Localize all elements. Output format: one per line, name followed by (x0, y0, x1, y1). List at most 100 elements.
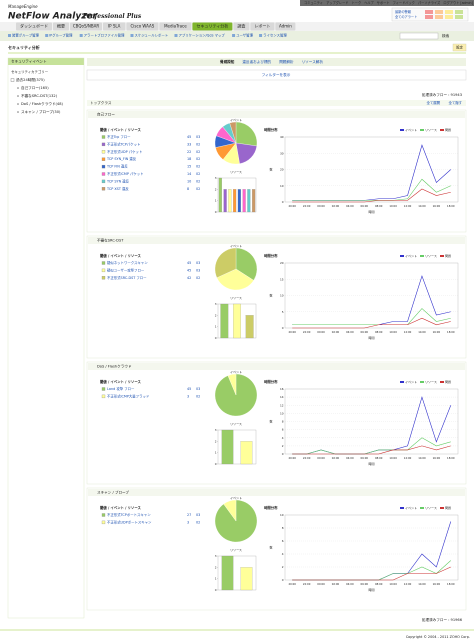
nav-tab[interactable] (192, 22, 233, 31)
settings-label[interactable]: 設定 (456, 45, 463, 50)
nav-tab-label[interactable]: MediaTrace (164, 24, 187, 29)
top-link[interactable]: アップグレード (326, 0, 348, 5)
event-resources[interactable]: 03 (196, 135, 200, 139)
nav-tab[interactable] (16, 22, 52, 31)
toolbar-item[interactable]: スケジュールレポート (134, 33, 168, 38)
event-count[interactable]: 22 (187, 150, 191, 154)
sidebar-item[interactable]: 自己フロー(165) (21, 85, 49, 90)
event-count[interactable]: 27 (187, 513, 191, 517)
event-name[interactable]: 不正形式TCPパケット (107, 141, 140, 146)
event-resources[interactable]: 02 (196, 157, 200, 161)
alarm-label[interactable]: 最新の警報 (395, 9, 412, 14)
expand-all[interactable]: 全て展開 (426, 100, 440, 105)
main-tab[interactable]: 違反者および標的 (242, 59, 271, 64)
event-name[interactable]: 不正形式ICMP パケット (107, 171, 144, 176)
event-count[interactable]: 18 (187, 157, 191, 161)
sidebar-period[interactable]: 過去24時間(375) (16, 77, 45, 82)
event-count[interactable]: 42 (187, 276, 191, 280)
filter-link[interactable]: フィルターを表示 (262, 72, 291, 77)
event-resources[interactable]: 02 (196, 276, 200, 280)
sidebar-item[interactable]: DoS / Flashクラウド(48) (21, 101, 64, 106)
event-resources[interactable]: 02 (196, 179, 200, 183)
event-count[interactable]: 8 (187, 187, 189, 191)
nav-tab-label[interactable]: セキュリティ分析 (197, 23, 229, 29)
event-resources[interactable]: 02 (196, 142, 200, 146)
top-link[interactable]: フィードバック (393, 0, 415, 5)
event-resources[interactable]: 02 (196, 187, 200, 191)
alarm-label[interactable]: 全てのアラート (395, 14, 417, 19)
nav-tab-label[interactable]: Cisco WAAS (131, 24, 155, 29)
event-name[interactable]: 不正形式UDP パケット (107, 149, 142, 154)
toolbar-item[interactable]: IPグループ管理 (49, 33, 73, 38)
toolbar-item[interactable]: 装置グループ管理 (12, 33, 40, 38)
nav-tab[interactable] (250, 22, 275, 31)
event-resources[interactable]: 02 (196, 172, 200, 176)
toolbar-item[interactable]: ユーザ管理 (236, 33, 253, 38)
event-resources[interactable]: 02 (196, 394, 200, 398)
toolbar-item[interactable]: アラートプロファイル管理 (84, 33, 125, 38)
event-count[interactable]: 15 (187, 165, 191, 169)
event-count[interactable]: 14 (187, 172, 191, 176)
event-name[interactable]: TCP FIN 違反 (106, 164, 128, 169)
sidebar-sub: セキュリティカテゴリー (11, 69, 49, 74)
event-name[interactable]: TCP SYN 違反 (106, 178, 130, 183)
event-name[interactable]: Land 攻撃 フロー (107, 386, 135, 391)
nav-tab[interactable] (159, 22, 192, 31)
event-count[interactable]: 45 (187, 268, 191, 272)
event-name[interactable]: 疑似ユーザー攻撃フロー (107, 267, 145, 272)
event-count[interactable]: 3 (187, 394, 189, 398)
event-count[interactable]: 33 (187, 142, 191, 146)
nav-tab[interactable] (275, 22, 296, 31)
top-link[interactable]: トーク (352, 0, 362, 5)
nav-tab-label[interactable]: 概要 (57, 23, 65, 29)
top-link[interactable]: パーソナライズ (418, 0, 441, 5)
settings-button[interactable] (452, 43, 467, 52)
top-link[interactable]: サポート (377, 0, 390, 5)
event-resources[interactable]: 03 (196, 261, 200, 265)
search-label[interactable]: 検索 (442, 33, 450, 38)
event-name[interactable]: TCP SYN_FIN 違反 (106, 156, 137, 161)
nav-tab[interactable] (233, 22, 250, 31)
collapse-all[interactable]: 全て隠す (448, 100, 462, 105)
event-count[interactable]: 3 (187, 520, 189, 524)
nav-tab[interactable] (126, 22, 159, 31)
nav-tab-label[interactable]: Admin (279, 24, 292, 29)
event-name[interactable]: 不正Tcp フロー (107, 134, 131, 139)
main-tab[interactable]: リソース解析 (302, 59, 324, 64)
main-tab[interactable]: 問題解析 (279, 59, 294, 64)
sidebar-item[interactable]: 不審なSRC-DST(132) (21, 93, 58, 98)
nav-tab-label[interactable]: ダッシュボード (20, 23, 48, 29)
nav-tab-label[interactable]: CBQoS/NBAR (73, 24, 99, 29)
event-name[interactable]: 不正形式ICMP大量フラッド (107, 393, 149, 398)
event-resources[interactable]: 03 (196, 387, 200, 391)
event-resources[interactable]: 02 (196, 520, 200, 524)
nav-tab[interactable] (53, 22, 69, 31)
event-count[interactable]: 45 (187, 261, 191, 265)
legend-swatch (400, 129, 404, 131)
sidebar-item[interactable]: スキャン / プローブ(30) (21, 109, 61, 114)
event-name[interactable]: 疑似ネットワークスキャン (107, 260, 148, 265)
event-name[interactable]: 不正形式TCPポートスキャン (107, 512, 151, 517)
nav-tab-label[interactable]: レポート (254, 23, 270, 29)
search-box[interactable] (399, 32, 439, 40)
event-count[interactable]: 45 (187, 387, 191, 391)
top-link[interactable]: コミュニティ (304, 0, 323, 5)
toolbar-item[interactable]: アプリケーション/QoS マップ (178, 33, 225, 38)
main-tab[interactable]: 脅威探知 (219, 59, 235, 64)
nav-tab[interactable] (70, 22, 102, 31)
event-resources[interactable]: 03 (196, 513, 200, 517)
event-name[interactable]: TCP XST 違反 (106, 186, 129, 191)
event-resources[interactable]: 02 (196, 150, 200, 154)
nav-tab[interactable] (103, 22, 126, 31)
event-resources[interactable]: 03 (196, 268, 200, 272)
toolbar-item[interactable]: ライセンス管理 (263, 33, 287, 38)
top-link[interactable]: ログアウト [admin] (443, 0, 472, 5)
event-name[interactable]: 不正形式UDPポートスキャン (107, 519, 152, 524)
top-link[interactable]: ヘルプ (364, 0, 374, 5)
event-count[interactable]: 10 (187, 179, 191, 183)
nav-tab-label[interactable]: 調査 (237, 23, 245, 29)
nav-tab-label[interactable]: IP SLA (108, 24, 121, 29)
event-resources[interactable]: 02 (196, 165, 200, 169)
event-count[interactable]: 45 (187, 135, 191, 139)
event-name[interactable]: 不正形式SRC-DST フロー (107, 275, 147, 280)
